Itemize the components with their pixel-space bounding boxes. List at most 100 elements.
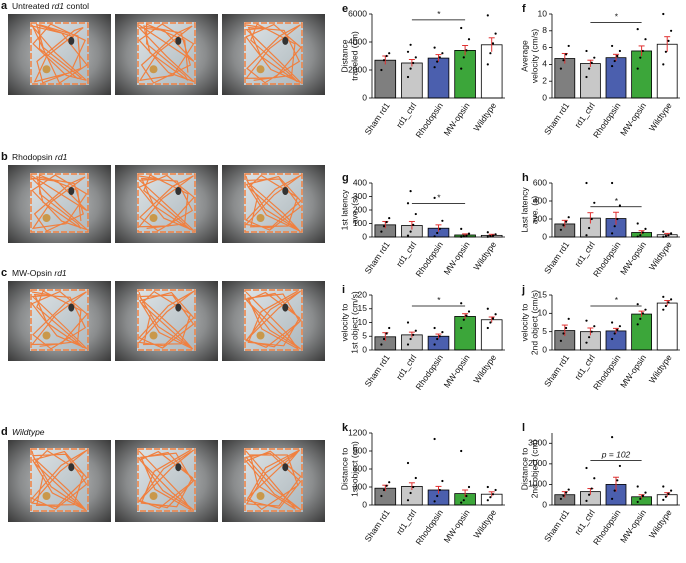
data-point (585, 49, 588, 53)
y-tick-label: 2000 (348, 64, 367, 74)
data-point (613, 332, 616, 335)
y-axis-label: velocity to (339, 303, 349, 341)
x-tick-label: Sham rd1 (362, 352, 391, 388)
data-point (639, 56, 642, 59)
data-point (412, 223, 415, 226)
bar (454, 50, 476, 99)
bar (554, 58, 576, 99)
arena-edge-track (244, 448, 303, 512)
object (282, 187, 289, 195)
mouse-track (138, 449, 195, 511)
data-point (590, 330, 593, 333)
data-point (611, 337, 614, 341)
object (256, 331, 265, 340)
x-tick-label: MW-opsin (442, 239, 472, 276)
arena-edge-track (137, 22, 196, 85)
panel-title-part: rd1 (54, 268, 67, 278)
panel-title-part: rd1 (55, 152, 68, 162)
arena-edge-track (137, 173, 196, 233)
data-point (433, 196, 436, 199)
y-tick-label: 600 (533, 177, 547, 187)
panel-title-part: MW-Opsin (12, 268, 54, 278)
x-tick-label: Sham rd1 (362, 100, 391, 136)
data-point (618, 325, 622, 328)
significance-label: p = 102 (601, 449, 631, 459)
y-tick-label: 300 (353, 191, 367, 201)
x-tick-label: Wildtype (471, 100, 498, 133)
data-point (585, 75, 588, 79)
data-point (667, 234, 670, 237)
data-point (593, 201, 596, 204)
panel-letter: c (1, 267, 7, 279)
arena-edge-track (30, 173, 89, 233)
data-point (664, 304, 668, 308)
mouse-track (30, 290, 88, 350)
data-point (462, 56, 465, 59)
data-point (585, 319, 588, 322)
mouse-track (137, 174, 195, 232)
panel-letter: d (1, 426, 8, 438)
y-tick-label: 6000 (348, 8, 367, 18)
bar (427, 57, 450, 99)
object (42, 214, 51, 222)
data-point (412, 61, 415, 65)
data-point (662, 230, 665, 233)
x-tick-label: Sham rd1 (542, 100, 571, 136)
data-point (388, 52, 391, 55)
data-point (611, 44, 614, 48)
data-point (409, 43, 412, 46)
data-point (441, 219, 444, 222)
data-point (641, 231, 645, 234)
data-point (585, 466, 588, 470)
object (68, 463, 75, 472)
x-tick-label: rd1_ctrl (572, 508, 597, 537)
x-tick-label: MW-opsin (442, 100, 472, 137)
data-point (489, 496, 492, 499)
arena-edge-track (30, 448, 89, 512)
y-axis-label: ave. (s) (349, 196, 359, 225)
data-point (460, 501, 463, 504)
object (42, 492, 51, 500)
panel-title: Untreated rd1 contol (12, 1, 89, 11)
data-point (590, 487, 593, 490)
x-tick-label: rd1_ctrl (394, 101, 419, 130)
data-point (465, 49, 468, 52)
data-point (618, 204, 622, 207)
y-tick-label: 4000 (348, 36, 367, 46)
x-tick-label: Wildtype (471, 352, 498, 385)
data-point (460, 326, 463, 330)
data-point (460, 302, 463, 305)
object (149, 65, 158, 74)
data-point (438, 56, 441, 59)
data-point (667, 39, 670, 42)
data-point (433, 326, 436, 330)
y-tick-label: 2000 (528, 458, 547, 468)
data-point (489, 52, 492, 55)
data-point (465, 494, 468, 498)
data-point (433, 46, 436, 49)
data-point (406, 234, 410, 237)
data-point (639, 317, 642, 320)
data-point (641, 49, 645, 53)
data-point (611, 64, 614, 68)
data-point (611, 232, 614, 235)
mouse-track (245, 290, 302, 350)
data-point (414, 56, 417, 59)
x-tick-label: MW-opsin (442, 352, 472, 389)
data-point (662, 295, 665, 298)
object (175, 36, 182, 45)
bar (580, 63, 601, 99)
data-point (382, 59, 386, 62)
data-point (565, 326, 568, 330)
arena-floor (244, 173, 303, 233)
data-point (462, 499, 465, 502)
bar (656, 43, 678, 99)
object (42, 65, 51, 74)
data-point (406, 202, 410, 205)
data-point (644, 227, 647, 230)
x-tick-label: Wildtype (647, 100, 674, 133)
bar (605, 57, 627, 99)
data-point (494, 233, 497, 236)
data-point (412, 333, 415, 336)
data-point (438, 335, 441, 338)
